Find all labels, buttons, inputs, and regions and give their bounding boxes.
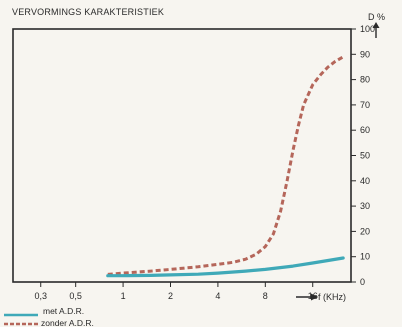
y-tick-label: 40 [360, 176, 370, 186]
y-tick-label: 60 [360, 125, 370, 135]
series-line-zonder-adr [107, 55, 344, 276]
x-tick-label: 2 [168, 291, 173, 301]
y-tick-label: 90 [360, 49, 370, 59]
y-tick-label: 0 [360, 277, 365, 287]
x-tick-label: 4 [215, 291, 220, 301]
x-tick-label: 1 [121, 291, 126, 301]
y-tick-label: 80 [360, 75, 370, 85]
x-axis-label: f (KHz) [318, 292, 346, 302]
legend-label: met A.D.R. [43, 306, 84, 316]
y-tick-label: 70 [360, 100, 370, 110]
y-axis-label: D % [368, 12, 385, 22]
y-axis-arrow-icon [372, 22, 380, 38]
legend-label: zonder A.D.R. [41, 318, 94, 327]
y-tick-label: 20 [360, 226, 370, 236]
y-tick-label: 30 [360, 201, 370, 211]
chart-title: VERVORMINGS KARAKTERISTIEK [12, 7, 164, 17]
x-tick-label: 8 [263, 291, 268, 301]
series-line-met-adr [106, 256, 345, 278]
x-tick-label: 0,5 [69, 291, 82, 301]
y-tick-label: 10 [360, 252, 370, 262]
y-tick-label: 100 [360, 24, 375, 34]
plot-frame [12, 28, 352, 283]
x-tick-label: 0,3 [34, 291, 47, 301]
y-tick-label: 50 [360, 151, 370, 161]
x-axis-arrow-icon [296, 293, 318, 301]
